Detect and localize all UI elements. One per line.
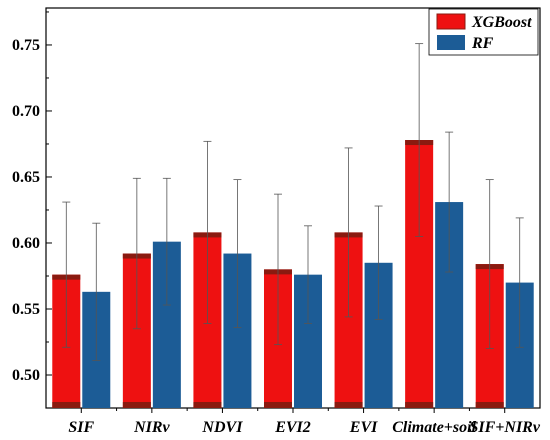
y-axis: 0.50 0.55 0.60 0.65 0.70 0.75 [12,11,52,384]
x-tick-label: EVI [349,419,378,436]
bar-bottom-edge [334,402,363,408]
x-tick-label: NDVI [201,419,243,436]
error-bars-layer [62,43,524,361]
plot-frame [45,7,541,409]
bar-bottom-edge [193,402,222,408]
legend-swatch-xgboost [436,13,466,30]
bar-bottom-edge [405,402,434,408]
y-tick-label: 0.70 [12,103,40,120]
bars-layer [52,140,534,409]
legend-label-rf: RF [471,35,494,52]
y-tick-label: 0.55 [12,301,40,318]
y-tick-label: 0.65 [12,169,40,186]
bar-bottom-edge [122,402,151,408]
y-tick-label: 0.50 [12,367,40,384]
x-tick-label: Climate+soil [392,419,476,436]
y-tick-label: 0.75 [12,37,40,54]
legend: XGBoost RF [428,8,539,56]
legend-swatch-rf [437,35,465,50]
bar-bottom-edge [264,402,292,408]
x-tick-label: SIF+NIRv [469,419,540,436]
x-tick-label: NIRv [133,419,170,436]
bar-bottom-edge [475,402,504,408]
x-tick-label: SIF [68,419,94,436]
y-tick-label: 0.60 [12,235,40,252]
bar-bottom-edge [52,402,81,408]
x-tick-label: EVI2 [274,419,311,436]
legend-label-xgboost: XGBoost [471,14,532,31]
